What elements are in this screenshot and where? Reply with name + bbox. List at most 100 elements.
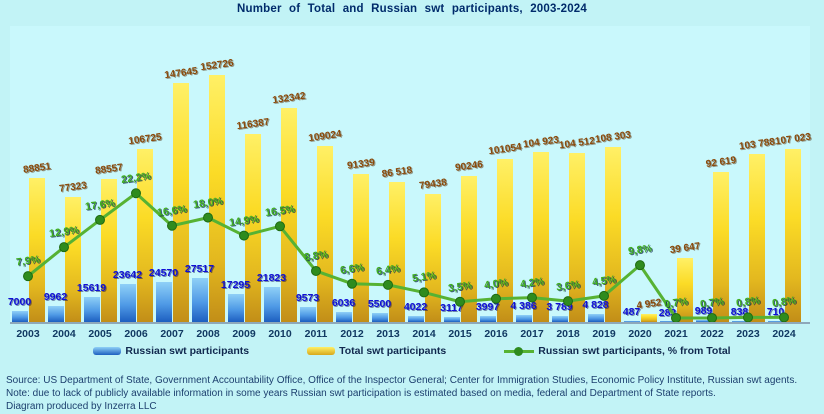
- total-bar: [388, 182, 405, 322]
- total-bar: [244, 133, 261, 322]
- total-bar: [568, 152, 585, 322]
- total-value-label: 77323: [57, 180, 88, 195]
- total-value-label: 107 023: [773, 131, 812, 148]
- year-label: 2020: [628, 328, 652, 340]
- russian-bar-swatch-icon: [93, 347, 122, 355]
- total-value-label: 39 647: [668, 240, 701, 256]
- russian-bar: [407, 315, 424, 322]
- russian-bar: [515, 314, 532, 322]
- chart-title: Number of Total and Russian swt particip…: [236, 3, 587, 15]
- total-bar: [172, 83, 189, 322]
- total-bar: [496, 158, 513, 322]
- russian-value-label: 989: [694, 305, 713, 318]
- russian-value-label: 283: [658, 306, 677, 319]
- total-bar: [352, 174, 369, 322]
- year-label: 2014: [412, 328, 436, 340]
- russian-value-label: 838: [730, 305, 749, 318]
- total-value-label: 4 952: [635, 297, 662, 312]
- total-value-label: 109024: [307, 128, 342, 144]
- total-bar: [28, 178, 45, 322]
- russian-bar: [119, 283, 136, 322]
- year-label: 2009: [232, 328, 256, 340]
- plot-area: 88851 7000 2003 77323 9962 2004 88557 15619 2005…: [8, 26, 812, 340]
- russian-bar: [263, 286, 280, 322]
- russian-bar: [551, 315, 568, 322]
- total-value-label: 106725: [127, 132, 162, 148]
- line-marker-swatch-icon: [504, 346, 535, 356]
- total-value-label: 101054: [487, 141, 522, 157]
- russian-bar: [767, 320, 784, 322]
- year-label: 2005: [88, 328, 112, 340]
- russian-bar: [11, 310, 28, 322]
- year-label: 2011: [304, 328, 328, 340]
- total-value-label: 103 788: [737, 136, 776, 153]
- total-value-label: 86 518: [380, 165, 413, 181]
- total-value-label: 152726: [199, 57, 234, 74]
- total-value-label: 88557: [93, 161, 124, 177]
- total-value-label: 147645: [163, 65, 198, 82]
- year-label: 2017: [520, 328, 544, 340]
- legend: Russian swt participants Total swt parti…: [0, 345, 824, 357]
- total-value-label: 116387: [235, 116, 270, 133]
- total-bar: [208, 75, 225, 322]
- total-bar: [64, 196, 81, 322]
- russian-bar: [155, 282, 172, 322]
- year-label: 2019: [592, 328, 616, 340]
- year-label: 2006: [124, 328, 148, 340]
- total-bar: [712, 172, 729, 322]
- legend-item-pct: Russian swt participants, % from Total: [504, 345, 731, 357]
- total-bar: [748, 154, 765, 322]
- year-label: 2008: [196, 328, 220, 340]
- year-label: 2021: [664, 328, 688, 340]
- year-label: 2015: [448, 328, 472, 340]
- total-bar: [676, 257, 693, 322]
- legend-item-total: Total swt participants: [307, 345, 446, 357]
- total-bar: [604, 146, 621, 322]
- total-bar: [424, 193, 441, 322]
- total-bar: [316, 145, 333, 322]
- russian-bar: [227, 294, 244, 322]
- russian-value-label: 3117: [440, 301, 463, 314]
- legend-label-total: Total swt participants: [339, 345, 447, 357]
- year-label: 2024: [772, 328, 796, 340]
- year-label: 2022: [700, 328, 724, 340]
- total-value-label: 91339: [345, 157, 376, 173]
- total-value-label: 104 512: [557, 135, 596, 152]
- russian-bar: [623, 321, 640, 322]
- total-bar: [460, 176, 477, 322]
- year-label: 2004: [52, 328, 76, 340]
- year-label: 2023: [736, 328, 760, 340]
- russian-bar: [191, 277, 208, 322]
- russian-bar: [83, 296, 100, 322]
- year-label: 2012: [340, 328, 364, 340]
- credit-line: Diagram produced by Inzerra LLC: [6, 401, 157, 412]
- russian-bar: [47, 305, 64, 322]
- year-label: 2018: [556, 328, 580, 340]
- total-bar: [784, 148, 801, 322]
- russian-bar: [587, 314, 604, 322]
- total-bar-swatch-icon: [307, 347, 336, 355]
- russian-value-label: 710: [766, 305, 785, 318]
- russian-bar: [659, 321, 676, 322]
- year-label: 2007: [160, 328, 184, 340]
- russian-bar: [695, 320, 712, 322]
- total-bar: [136, 149, 153, 322]
- russian-bar: [371, 313, 388, 322]
- year-label: 2013: [376, 328, 400, 340]
- year-label: 2010: [268, 328, 292, 340]
- russian-value-label: 487: [622, 306, 641, 319]
- source-line: Source: US Department of State, Governme…: [6, 375, 798, 386]
- total-value-label: 88851: [21, 161, 52, 177]
- note-line: Note: due to lack of publicly available …: [6, 388, 716, 399]
- total-bar: [640, 314, 657, 322]
- legend-item-russian: Russian swt participants: [93, 345, 249, 357]
- total-bar: [280, 107, 297, 322]
- total-value-label: 79438: [417, 176, 448, 192]
- total-bar: [100, 178, 117, 322]
- total-value-label: 90246: [453, 159, 484, 174]
- pct-label: 9,8%: [627, 242, 653, 258]
- legend-label-pct: Russian swt participants, % from Total: [538, 345, 731, 357]
- total-bar: [532, 152, 549, 322]
- russian-bar: [443, 316, 460, 322]
